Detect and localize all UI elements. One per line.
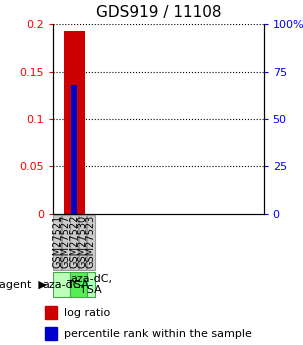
Text: GSM27523: GSM27523 [86,215,96,268]
Bar [78,215,86,270]
Bar [72,85,77,214]
Bar [53,215,61,270]
Bar [87,215,95,270]
Bar [87,272,95,297]
Text: GSM27522: GSM27522 [69,215,79,268]
Bar [45,327,57,340]
Text: aza-dC: aza-dC [42,280,81,289]
Bar [53,272,70,297]
Bar [64,31,85,214]
Text: GSM27527: GSM27527 [61,215,71,268]
Bar [70,215,78,270]
Title: GDS919 / 11108: GDS919 / 11108 [95,5,221,20]
Text: TSA: TSA [68,280,89,289]
Bar [70,272,87,297]
Text: aza-dC,
TSA: aza-dC, TSA [70,274,112,295]
Text: percentile rank within the sample: percentile rank within the sample [64,329,252,339]
Text: log ratio: log ratio [64,308,111,318]
Text: agent  ▶: agent ▶ [0,280,47,289]
Bar [62,215,70,270]
Bar [45,306,57,319]
Text: GSM27521: GSM27521 [52,215,62,268]
Text: GSM27530: GSM27530 [78,215,88,268]
